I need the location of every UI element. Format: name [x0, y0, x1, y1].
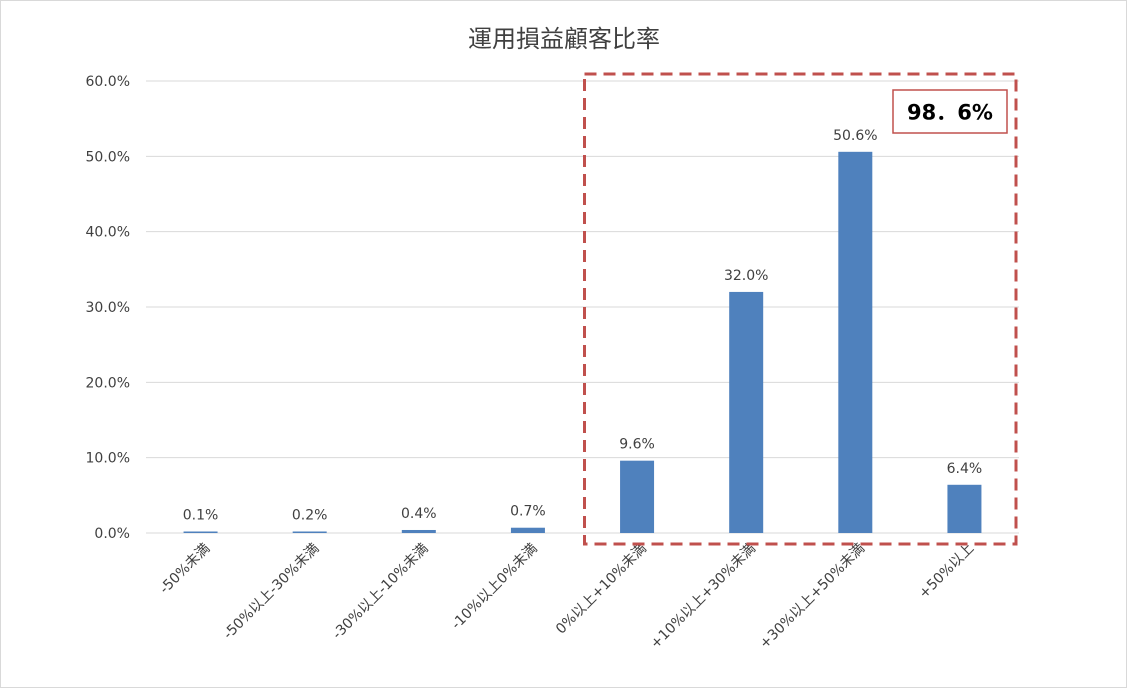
- highlight-total-label: 98．6%: [907, 101, 993, 125]
- gridlines: [146, 80, 1019, 534]
- x-tick-label: +50%以上: [916, 541, 977, 602]
- bar: [947, 484, 982, 533]
- bar: [729, 291, 764, 533]
- data-label: 0.7%: [510, 504, 546, 520]
- data-labels: 0.1% 0.2% 0.4% 0.7% 9.6% 32.0% 50.6% 6.4%: [183, 128, 982, 524]
- data-label: 9.6%: [619, 437, 655, 453]
- bar: [838, 151, 873, 533]
- x-tick-label: +10%以上+30%未満: [648, 541, 760, 653]
- y-tick-label: 50.0%: [86, 149, 130, 165]
- data-label: 0.4%: [401, 506, 437, 522]
- highlight-group: 98．6%: [583, 72, 1018, 546]
- bar: [292, 531, 327, 533]
- bar: [183, 531, 218, 533]
- x-tick-label: -50%未満: [157, 541, 214, 598]
- x-tick-label: -30%以上-10%未満: [330, 541, 432, 643]
- y-tick-label: 20.0%: [86, 375, 130, 391]
- y-tick-label: 10.0%: [86, 451, 130, 467]
- y-axis-tick-labels: 0.0% 10.0% 20.0% 30.0% 40.0% 50.0% 60.0%: [86, 74, 130, 542]
- bar: [401, 529, 436, 533]
- bars: [183, 151, 982, 533]
- y-tick-label: 40.0%: [86, 225, 130, 241]
- data-label: 32.0%: [724, 268, 768, 284]
- x-tick-label: -50%以上-30%未満: [220, 541, 322, 643]
- bar: [620, 460, 655, 533]
- bar: [510, 527, 545, 533]
- x-axis-tick-labels: -50%未満 -50%以上-30%未満 -30%以上-10%未満 -10%以上0%未満…: [157, 541, 978, 653]
- x-tick-label: -10%以上0%未満: [449, 541, 541, 633]
- highlight-dashed-box: [583, 72, 1018, 546]
- y-tick-label: 30.0%: [86, 300, 130, 316]
- y-tick-label: 0.0%: [94, 526, 130, 542]
- data-label: 0.2%: [292, 507, 328, 523]
- data-label: 6.4%: [947, 461, 983, 477]
- chart-title: 運用損益顧客比率: [468, 25, 660, 53]
- y-tick-label: 60.0%: [86, 74, 130, 90]
- x-tick-label: 0%以上+10%未満: [553, 541, 650, 638]
- x-tick-label: +30%以上+50%未満: [757, 541, 869, 653]
- highlight-total-box: [892, 89, 1008, 134]
- data-label: 0.1%: [183, 508, 219, 524]
- data-label: 50.6%: [833, 128, 877, 144]
